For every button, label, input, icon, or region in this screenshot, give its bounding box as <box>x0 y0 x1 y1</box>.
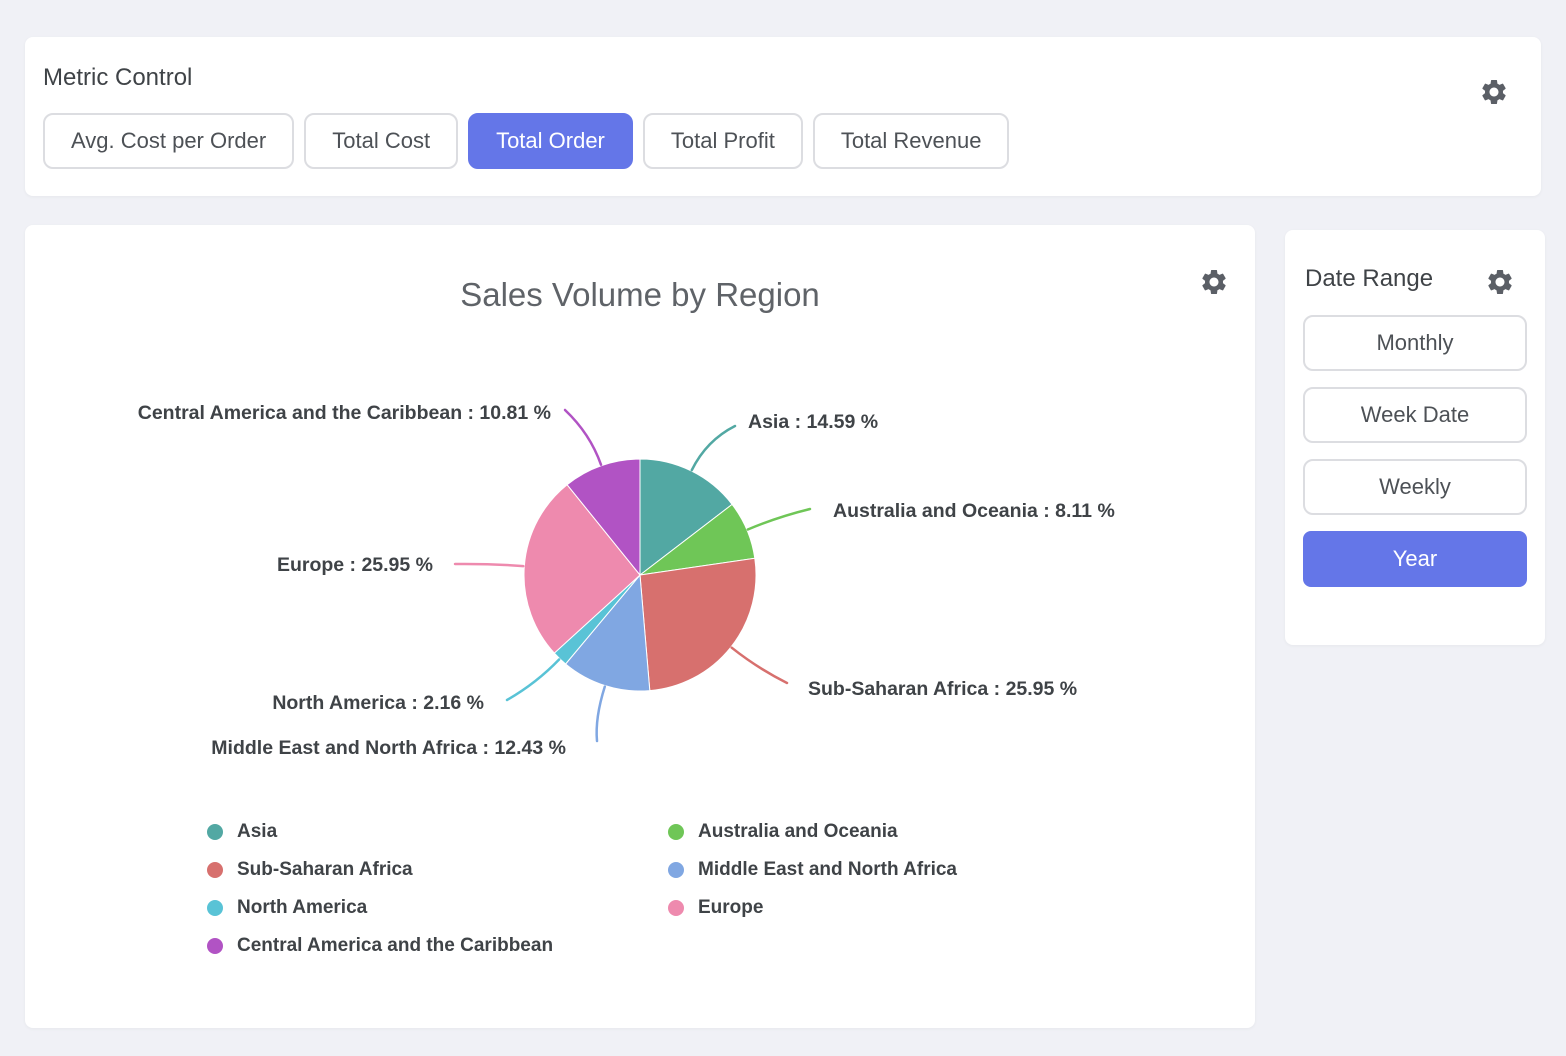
metric-settings-gear-icon[interactable] <box>1479 77 1509 107</box>
legend-label-australia-and-oceania: Australia and Oceania <box>698 821 898 842</box>
pie-callout-line-sub-saharan-africa <box>730 646 789 685</box>
legend-item-australia-and-oceania[interactable]: Australia and Oceania <box>668 813 957 851</box>
legend-dot-central-america-and-the-caribbean <box>207 938 223 954</box>
chart-legend: Asia Sub-Saharan Africa North America Centr… <box>25 813 1255 983</box>
chart-settings-gear-icon[interactable] <box>1199 267 1229 297</box>
metric-control-panel: Metric Control Avg. Cost per Order Total … <box>25 37 1541 196</box>
legend-label-central-america-and-the-caribbean: Central America and the Caribbean <box>237 935 554 956</box>
pie-slice-sub-saharan-africa[interactable] <box>639 557 757 692</box>
legend-dot-north-america <box>207 900 223 916</box>
legend-column-1: Asia Sub-Saharan Africa North America Centr… <box>207 813 553 965</box>
legend-dot-australia-and-oceania <box>668 824 684 840</box>
pie-label-middle-east-and-north-africa: Middle East and North Africa : 12.43 % <box>211 737 566 759</box>
pie-callout-line-north-america <box>505 658 561 702</box>
pie-callout-line-australia-and-oceania <box>746 507 812 531</box>
date-range-button-year[interactable]: Year <box>1303 531 1527 587</box>
date-range-button-group: Monthly Week Date Weekly Year <box>1303 315 1527 587</box>
pie-label-europe: Europe : 25.95 % <box>277 554 433 576</box>
date-range-panel: Date Range Monthly Week Date Weekly Year <box>1285 230 1545 645</box>
legend-column-2: Australia and Oceania Middle East and Nor… <box>668 813 957 927</box>
date-settings-gear-icon[interactable] <box>1485 267 1515 297</box>
pie-callout-line-asia <box>690 424 737 472</box>
legend-item-middle-east-and-north-africa[interactable]: Middle East and North Africa <box>668 851 957 889</box>
legend-label-europe: Europe <box>698 897 764 918</box>
pie-callout-line-middle-east-and-north-africa <box>595 685 607 743</box>
date-range-title: Date Range <box>1305 265 1434 292</box>
chart-title: Sales Volume by Region <box>460 276 820 313</box>
date-range-button-monthly[interactable]: Monthly <box>1303 315 1527 371</box>
date-range-button-weekly[interactable]: Weekly <box>1303 459 1527 515</box>
metric-button-group: Avg. Cost per Order Total Cost Total Order… <box>43 113 1523 169</box>
legend-label-middle-east-and-north-africa: Middle East and North Africa <box>698 859 957 880</box>
date-range-button-week-date[interactable]: Week Date <box>1303 387 1527 443</box>
pie-label-asia: Asia : 14.59 % <box>748 411 878 433</box>
sales-volume-chart-panel: Sales Volume by Region Asia : 14.59 % Aus… <box>25 225 1255 1028</box>
pie-chart-svg: Asia : 14.59 % Australia and Oceania : 8.… <box>138 402 1115 759</box>
legend-dot-europe <box>668 900 684 916</box>
metric-button-total-revenue[interactable]: Total Revenue <box>812 113 1010 169</box>
legend-item-sub-saharan-africa[interactable]: Sub-Saharan Africa <box>207 851 553 889</box>
pie-callout-line-europe <box>453 562 525 568</box>
pie-label-australia-and-oceania: Australia and Oceania : 8.11 % <box>833 500 1115 522</box>
legend-item-europe[interactable]: Europe <box>668 889 957 927</box>
pie-label-sub-saharan-africa: Sub-Saharan Africa : 25.95 % <box>808 678 1077 700</box>
legend-dot-middle-east-and-north-africa <box>668 862 684 878</box>
pie-label-north-america: North America : 2.16 % <box>272 692 484 714</box>
metric-button-total-cost[interactable]: Total Cost <box>304 113 459 169</box>
legend-dot-asia <box>207 824 223 840</box>
legend-item-central-america-and-the-caribbean[interactable]: Central America and the Caribbean <box>207 927 553 965</box>
legend-dot-sub-saharan-africa <box>207 862 223 878</box>
legend-item-asia[interactable]: Asia <box>207 813 553 851</box>
pie-label-central-america-and-the-caribbean: Central America and the Caribbean : 10.8… <box>138 402 551 424</box>
metric-button-total-profit[interactable]: Total Profit <box>642 113 803 169</box>
pie-callout-line-central-america-and-the-caribbean <box>563 408 603 466</box>
legend-label-sub-saharan-africa: Sub-Saharan Africa <box>237 859 413 880</box>
metric-control-title: Metric Control <box>43 64 193 91</box>
metric-button-total-order[interactable]: Total Order <box>468 113 633 169</box>
legend-label-asia: Asia <box>237 821 278 842</box>
legend-item-north-america[interactable]: North America <box>207 889 553 927</box>
metric-button-avg-cost-per-order[interactable]: Avg. Cost per Order <box>43 113 295 169</box>
legend-label-north-america: North America <box>237 897 368 918</box>
